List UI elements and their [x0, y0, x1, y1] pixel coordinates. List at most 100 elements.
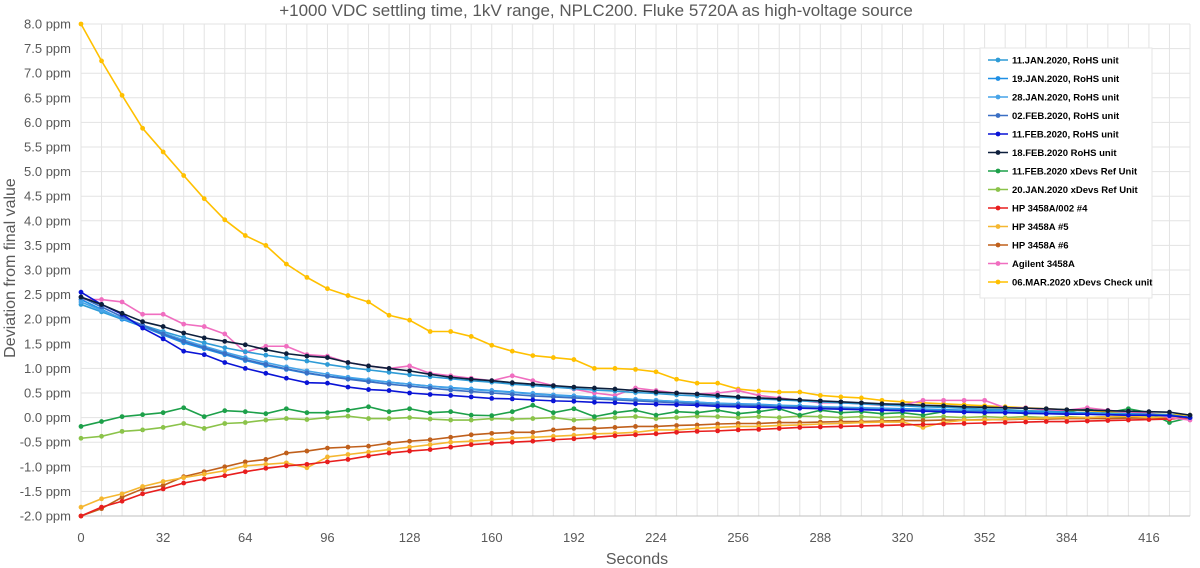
data-point [633, 414, 638, 420]
y-tick-label: 5.5 ppm [24, 140, 71, 155]
data-point [489, 396, 495, 401]
data-point [119, 92, 125, 98]
data-point [982, 397, 988, 403]
data-point [735, 415, 741, 420]
x-tick-label: 64 [238, 530, 252, 545]
data-point [941, 409, 946, 415]
data-point [612, 386, 618, 392]
data-point [674, 423, 679, 428]
data-point [283, 450, 289, 456]
data-point [222, 408, 228, 414]
data-point [345, 444, 351, 450]
data-point [181, 338, 187, 344]
data-point [879, 397, 885, 403]
data-point [325, 286, 330, 292]
data-point [263, 243, 269, 248]
data-point [1125, 408, 1131, 414]
y-axis-title: Deviation from final value [2, 178, 19, 358]
data-point [263, 417, 269, 423]
data-point [1023, 410, 1029, 416]
data-point [509, 396, 515, 402]
legend-label: HP 3458A/002 #4 [1012, 204, 1088, 215]
data-point [961, 417, 967, 423]
data-point [530, 438, 536, 444]
data-point [756, 414, 762, 420]
data-point [407, 363, 412, 369]
data-point [1167, 409, 1172, 415]
data-point [78, 504, 84, 510]
data-point [140, 311, 146, 317]
data-point [304, 448, 310, 454]
data-point [222, 217, 228, 223]
y-tick-label: 0.5 ppm [24, 386, 71, 401]
x-tick-label: 192 [563, 530, 585, 545]
data-point [78, 289, 84, 295]
data-point [571, 384, 577, 390]
data-point [181, 173, 187, 178]
data-point [427, 437, 433, 443]
y-tick-label: -0.5 ppm [20, 435, 71, 450]
x-tick-label: 0 [77, 530, 84, 545]
data-point [181, 475, 187, 481]
data-point [797, 425, 803, 430]
data-point [509, 439, 515, 445]
data-point [1043, 415, 1049, 421]
data-point [407, 438, 412, 444]
data-point [99, 419, 104, 424]
data-point [468, 389, 474, 394]
series-lines [78, 21, 1193, 519]
data-point [366, 299, 371, 305]
x-tick-label: 256 [727, 530, 749, 545]
data-point [612, 366, 618, 371]
legend-marker [995, 113, 1001, 118]
data-point [838, 394, 844, 400]
data-point [694, 428, 700, 434]
data-point [222, 421, 228, 426]
y-tick-label: 0.0 ppm [24, 410, 71, 425]
x-tick-label: 352 [974, 530, 996, 545]
data-point [345, 457, 351, 462]
data-point [242, 459, 248, 465]
x-tick-label: 320 [892, 530, 914, 545]
data-point [119, 414, 125, 420]
data-point [427, 392, 433, 397]
data-point [325, 454, 330, 460]
x-tick-label: 160 [481, 530, 503, 545]
data-point [1064, 415, 1070, 420]
data-point [1023, 405, 1029, 411]
data-point [550, 394, 556, 400]
data-point [468, 432, 474, 438]
data-point [407, 317, 412, 323]
legend-item: 20.JAN.2020 xDevs Ref Unit [988, 185, 1139, 196]
data-point [489, 378, 495, 384]
data-point [735, 394, 741, 400]
y-tick-label: 5.0 ppm [24, 164, 71, 179]
data-point [201, 426, 207, 431]
y-tick-label: 1.5 ppm [24, 336, 71, 351]
data-point [448, 417, 454, 423]
legend-item: Agilent 3458A [988, 259, 1075, 270]
data-point [160, 486, 166, 492]
data-point [448, 329, 454, 334]
data-point [304, 274, 310, 280]
data-point [304, 370, 310, 376]
data-point [304, 410, 310, 416]
data-point [407, 406, 412, 412]
data-point [366, 387, 371, 392]
data-point [468, 412, 474, 418]
data-point [181, 421, 187, 426]
data-point [571, 406, 577, 412]
data-point [1105, 408, 1111, 414]
data-point [448, 393, 454, 398]
data-point [468, 394, 474, 400]
x-tick-label: 384 [1056, 530, 1078, 545]
data-point [674, 415, 679, 420]
data-point [900, 408, 905, 414]
data-point [715, 421, 721, 427]
data-point [489, 440, 495, 446]
data-point [612, 425, 618, 430]
data-point [694, 422, 700, 428]
legend-item: HP 3458A #5 [988, 222, 1069, 233]
data-point [99, 297, 104, 302]
data-point [592, 431, 597, 437]
